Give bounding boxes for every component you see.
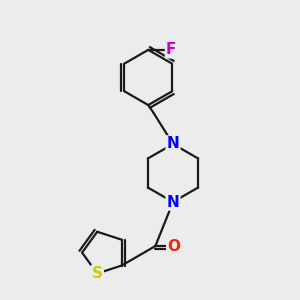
Text: O: O — [167, 238, 180, 253]
Text: F: F — [166, 42, 176, 57]
Text: N: N — [167, 136, 179, 152]
Text: S: S — [92, 266, 103, 281]
Text: N: N — [167, 194, 179, 209]
